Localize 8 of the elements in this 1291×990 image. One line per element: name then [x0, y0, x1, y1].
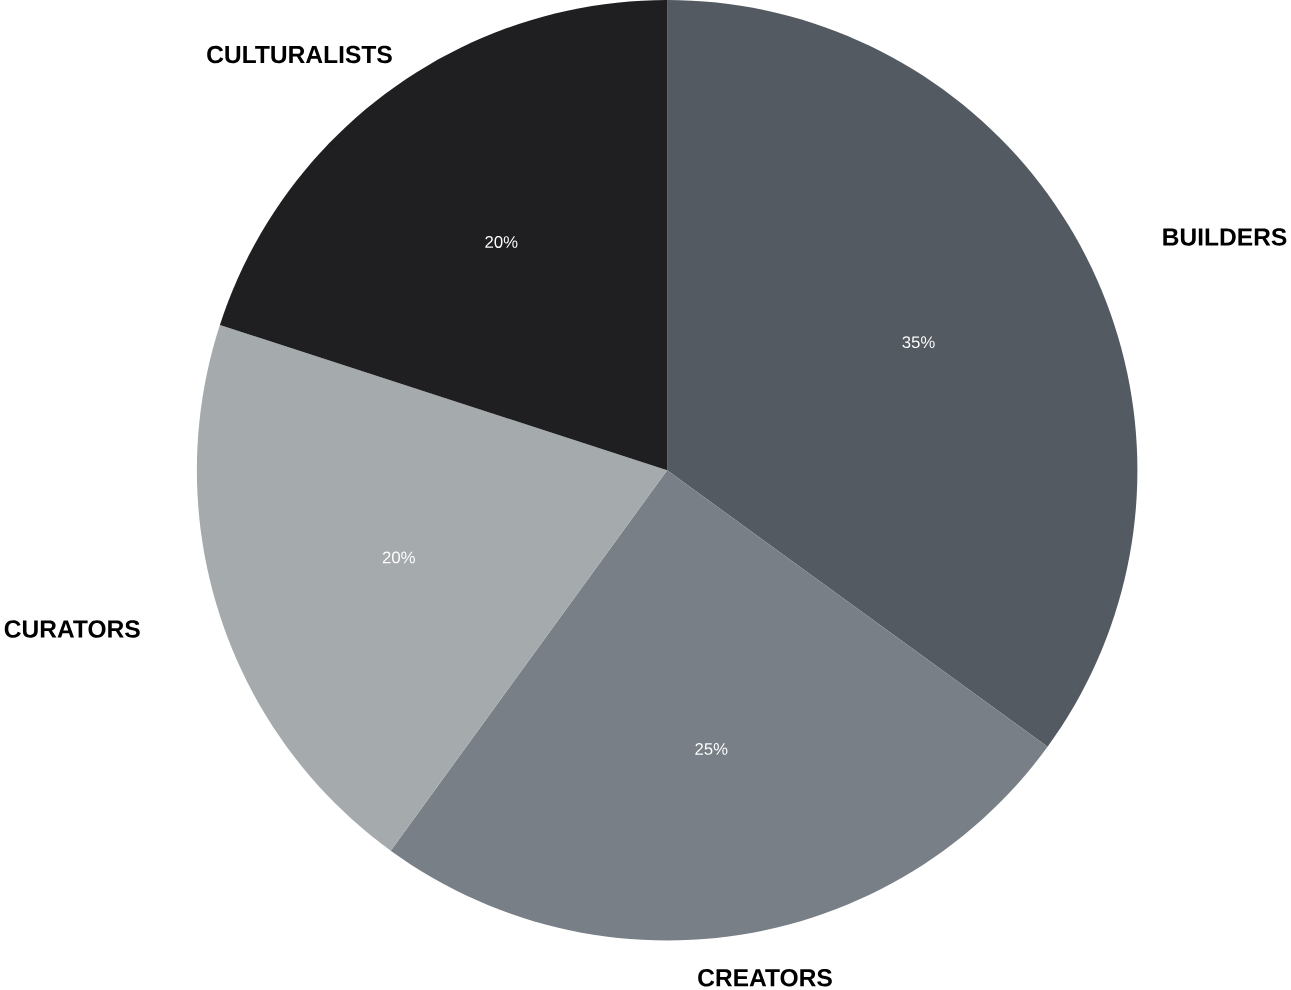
slice-label: CULTURALISTS [207, 45, 392, 64]
slice-label: BUILDERS [1163, 228, 1287, 246]
data-label: 35% [902, 336, 935, 348]
slice-label: CREATORS [698, 968, 832, 987]
data-label: 20% [485, 235, 518, 248]
slice-label: CURATORS [4, 620, 140, 638]
data-label: 25% [695, 742, 728, 755]
data-label: 20% [382, 551, 415, 564]
